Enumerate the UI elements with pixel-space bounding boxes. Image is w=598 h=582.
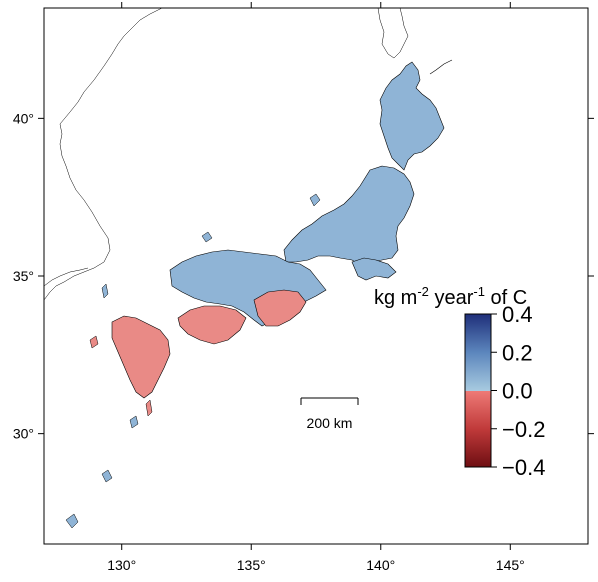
shikoku-land	[177, 305, 247, 345]
mainland-coastline	[44, 8, 163, 301]
scale-bar: 200 km	[300, 397, 359, 431]
y-tick-label: 30°	[13, 426, 34, 442]
honshu-north-land	[283, 165, 415, 267]
kanto-land	[351, 257, 397, 281]
tsushima-island	[101, 283, 109, 299]
korea-south-coast	[44, 267, 89, 287]
x-tick-label: 145°	[496, 557, 525, 573]
colorbar: kg m-2 year-1 of C 0.4 0.2 0.0 −0.2 −0.4	[374, 284, 545, 480]
x-tick-label: 130°	[107, 557, 136, 573]
colorbar-tick-label: 0.4	[502, 302, 533, 327]
scale-bar-label: 200 km	[307, 415, 353, 431]
okinawa-island	[65, 513, 79, 529]
yakushima-island	[129, 415, 139, 429]
x-tick-label: 135°	[237, 557, 266, 573]
colorbar-positive	[465, 314, 491, 391]
y-tick-label: 35°	[13, 268, 34, 284]
hokkaido-land	[379, 61, 445, 171]
kyushu-land	[111, 315, 171, 399]
sakhalin-coastline	[377, 8, 409, 59]
kii-peninsula-land	[253, 289, 307, 327]
colorbar-tick-label: −0.2	[502, 417, 545, 442]
colorbar-ticks: 0.4 0.2 0.0 −0.2 −0.4	[491, 302, 545, 480]
kuril-islands	[429, 59, 453, 75]
goto-island	[89, 335, 99, 349]
y-axis-ticks: 40° 35° 30°	[13, 110, 594, 442]
y-tick-label: 40°	[13, 110, 34, 126]
tanegashima-island	[145, 399, 153, 417]
amami-island	[101, 469, 113, 483]
colorbar-unit-label: kg m-2 year-1 of C	[374, 284, 527, 309]
x-axis-ticks: 130° 135° 140° 145°	[107, 2, 525, 573]
colorbar-tick-label: 0.2	[502, 340, 533, 365]
colorbar-tick-label: −0.4	[502, 455, 545, 480]
oki-island	[201, 231, 213, 243]
colorbar-tick-label: 0.0	[502, 379, 533, 404]
colorbar-negative	[465, 391, 491, 467]
x-tick-label: 140°	[366, 557, 395, 573]
sado-island	[309, 193, 321, 207]
map-frame	[43, 7, 589, 545]
